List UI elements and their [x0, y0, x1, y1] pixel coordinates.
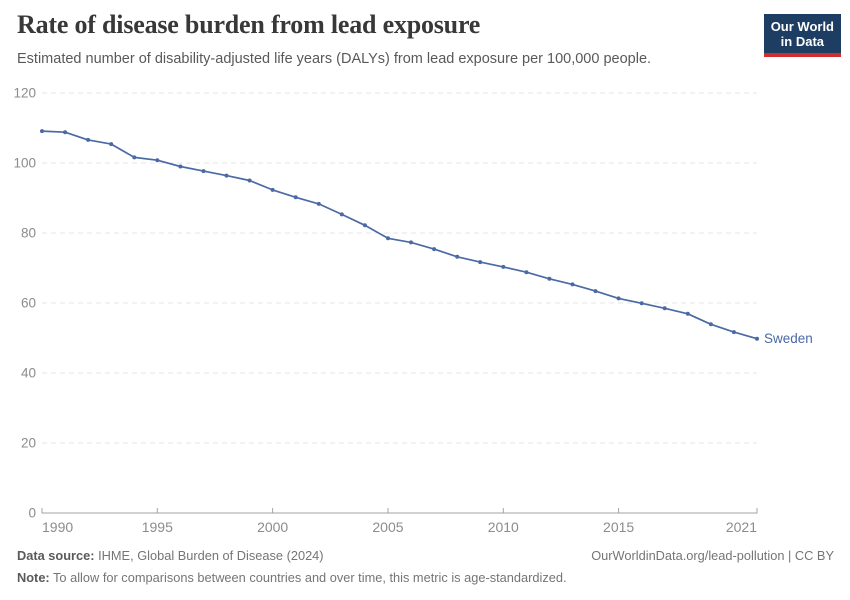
data-point — [109, 142, 114, 147]
series-sweden: Sweden — [40, 129, 813, 346]
data-point — [478, 260, 483, 265]
data-point — [316, 201, 321, 206]
data-point — [685, 311, 690, 316]
x-tick-label: 2005 — [372, 519, 403, 535]
y-tick-label: 120 — [13, 86, 36, 101]
data-point — [409, 240, 413, 245]
note: Note: To allow for comparisons between c… — [17, 567, 834, 589]
data-source-value: IHME, Global Burden of Disease (2024) — [94, 548, 324, 563]
data-point — [247, 178, 252, 183]
x-axis-line — [41, 508, 758, 514]
data-point — [639, 301, 644, 306]
data-point — [731, 330, 736, 335]
x-tick-label: 2015 — [603, 519, 634, 535]
y-gridlines: 0 20 40 60 80 100 120 — [13, 86, 757, 521]
data-point — [178, 164, 183, 169]
data-source: Data source: IHME, Global Burden of Dise… — [17, 545, 324, 567]
series-end-label: Sweden — [764, 331, 813, 346]
x-tick-label: 1995 — [142, 519, 173, 535]
data-point — [155, 158, 160, 163]
x-tick-label: 2010 — [488, 519, 519, 535]
data-point — [86, 137, 91, 142]
y-tick-label: 0 — [28, 506, 36, 521]
x-axis: 1990 1995 2000 2005 2010 2015 2021 — [41, 508, 758, 535]
owid-logo: Our World in Data — [763, 14, 841, 57]
note-value: To allow for comparisons between countri… — [49, 570, 567, 585]
data-point — [339, 212, 344, 217]
x-tick-label: 1990 — [42, 519, 73, 535]
chart-footer: Data source: IHME, Global Burden of Dise… — [17, 545, 834, 589]
data-point — [501, 264, 506, 269]
data-point — [362, 223, 367, 228]
y-tick-label: 20 — [21, 436, 36, 451]
x-tick-label: 2021 — [726, 519, 757, 535]
data-point — [755, 336, 759, 341]
data-point — [132, 155, 137, 160]
data-point — [455, 254, 460, 259]
data-point — [201, 169, 206, 174]
data-point — [63, 130, 68, 135]
chart-svg: 0 20 40 60 80 100 120 1990 1995 2000 2005 2010 2015 2… — [13, 86, 813, 536]
rights-link: OurWorldinData.org/lead-pollution | CC B… — [591, 548, 834, 563]
logo-line-1: Our World — [770, 19, 834, 34]
y-tick-label: 100 — [13, 156, 36, 171]
data-point — [593, 289, 598, 294]
chart-subtitle: Estimated number of disability-adjusted … — [17, 51, 652, 67]
logo-line-2: in Data — [780, 34, 825, 49]
data-point — [224, 173, 229, 178]
x-tick-label: 2000 — [257, 519, 288, 535]
data-point — [708, 322, 713, 327]
data-point — [386, 236, 390, 241]
data-point — [432, 247, 437, 252]
data-point — [547, 276, 552, 281]
y-tick-label: 40 — [21, 366, 36, 381]
data-point — [293, 195, 298, 200]
data-point — [570, 282, 575, 287]
data-source-label: Data source: — [17, 548, 95, 563]
data-point — [524, 270, 529, 275]
note-label: Note: — [17, 570, 50, 585]
data-point — [662, 306, 667, 311]
page-title: Rate of disease burden from lead exposur… — [17, 10, 481, 39]
data-point — [270, 187, 275, 192]
data-point — [616, 296, 621, 301]
line-chart: 0 20 40 60 80 100 120 1990 1995 2000 2005 2010 2015 2… — [0, 80, 850, 540]
data-line — [41, 130, 758, 340]
data-point — [40, 129, 44, 134]
y-tick-label: 80 — [21, 226, 36, 241]
y-tick-label: 60 — [21, 296, 36, 311]
